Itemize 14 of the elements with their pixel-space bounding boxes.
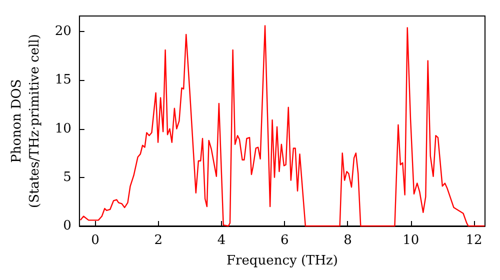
- x-tick-label: 8: [344, 233, 352, 248]
- y-tick-label: 20: [54, 24, 72, 40]
- y-tick-label: 10: [54, 121, 72, 136]
- x-tick-label: 2: [154, 233, 162, 248]
- x-tick-label: 4: [217, 233, 226, 248]
- y-tick-label: 15: [54, 72, 72, 88]
- x-tick-label: 6: [280, 233, 289, 248]
- x-axis-title: Frequency (THz): [226, 253, 338, 268]
- y-tick-label: 5: [63, 170, 72, 185]
- y-axis-title: Phonon DOS (States/THz·primitive cell): [10, 34, 42, 208]
- x-tick-label: 12: [466, 233, 482, 248]
- x-tick-label: 0: [91, 233, 100, 248]
- y-tick-label: 0: [63, 218, 72, 234]
- x-tick-label: 10: [402, 233, 420, 248]
